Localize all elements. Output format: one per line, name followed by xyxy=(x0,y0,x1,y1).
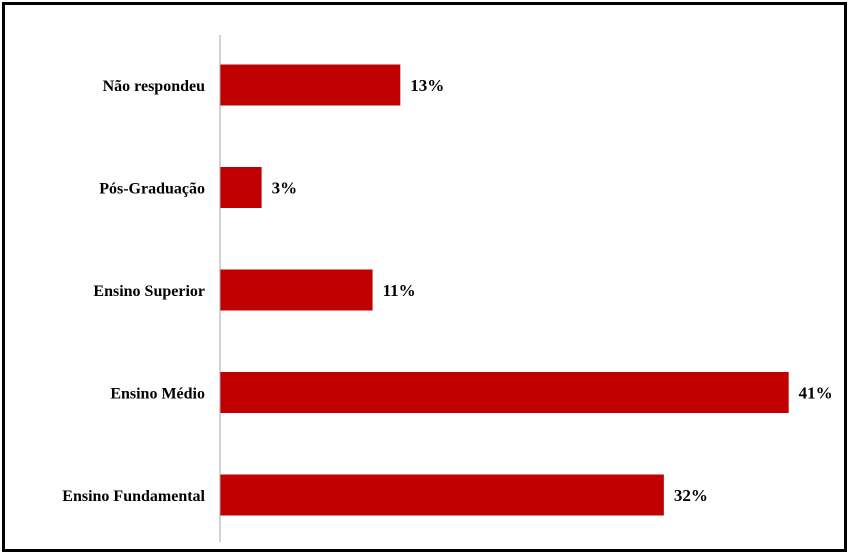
bar-2 xyxy=(220,269,373,311)
category-label-2: Ensino Superior xyxy=(93,283,205,300)
bar-4 xyxy=(220,474,664,516)
value-label-3: 41% xyxy=(799,384,833,403)
category-label-0: Não respondeu xyxy=(103,78,205,95)
bar-0 xyxy=(220,64,401,106)
value-label-1: 3% xyxy=(272,179,298,198)
bar-3 xyxy=(220,372,789,413)
category-label-3: Ensino Médio xyxy=(110,386,205,403)
category-label-4: Ensino Fundamental xyxy=(62,488,205,505)
chart-frame xyxy=(2,2,847,552)
value-label-4: 32% xyxy=(674,486,708,505)
value-label-2: 11% xyxy=(383,281,416,300)
value-label-0: 13% xyxy=(410,76,444,95)
labels-layer: Não respondeu 13% Pós-Graduação 3% Ensino Su… xyxy=(62,76,832,505)
bars-layer xyxy=(220,64,789,516)
category-label-1: Pós-Graduação xyxy=(99,181,205,198)
bar-1 xyxy=(220,167,262,208)
